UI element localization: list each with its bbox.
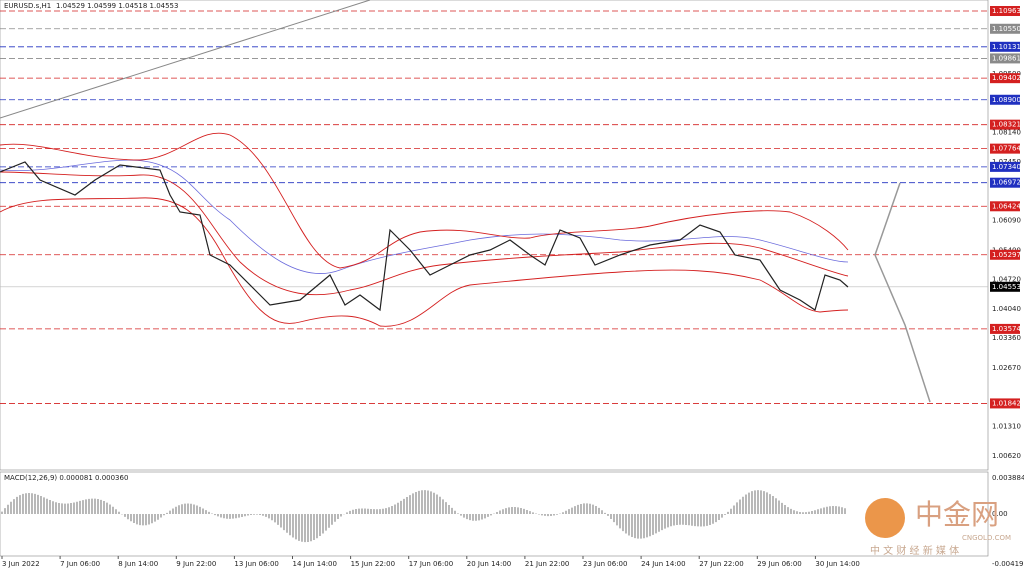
time-label: 23 Jun 06:00 bbox=[583, 560, 627, 568]
price-label: 1.06424 bbox=[992, 202, 1021, 210]
price-label: 1.06090 bbox=[992, 217, 1021, 225]
time-label: 14 Jun 14:00 bbox=[293, 560, 337, 568]
time-label: 30 Jun 14:00 bbox=[815, 560, 859, 568]
time-label: 17 Jun 06:00 bbox=[409, 560, 453, 568]
price-label: 1.04720 bbox=[992, 276, 1021, 284]
levels: 1.109631.105501.101311.098611.095001.094… bbox=[0, 6, 1021, 460]
time-label: 24 Jun 14:00 bbox=[641, 560, 685, 568]
time-label: 9 Jun 22:00 bbox=[176, 560, 216, 568]
price-label: 1.08321 bbox=[992, 121, 1021, 129]
macd-axis-label: 0.00 bbox=[992, 510, 1008, 518]
time-label: 27 Jun 22:00 bbox=[699, 560, 743, 568]
price-label: 1.05297 bbox=[992, 251, 1021, 259]
logo bbox=[865, 498, 905, 538]
time-label: 20 Jun 14:00 bbox=[467, 560, 511, 568]
price-label: 1.01842 bbox=[992, 399, 1021, 407]
price-label-box bbox=[990, 177, 1020, 188]
price-candles bbox=[0, 161, 849, 312]
price-label: 1.10131 bbox=[992, 43, 1021, 51]
price-label-box bbox=[990, 94, 1020, 105]
time-label: 29 Jun 06:00 bbox=[757, 560, 801, 568]
time-label: 21 Jun 22:00 bbox=[525, 560, 569, 568]
bollinger-lower bbox=[0, 197, 849, 327]
projection bbox=[874, 182, 931, 403]
price-label: 1.04040 bbox=[992, 305, 1021, 313]
price-label: 1.09402 bbox=[992, 74, 1021, 82]
watermark-tagline: 中 文 财 经 新 媒 体 bbox=[870, 544, 959, 557]
macd-label: MACD(12,26,9) 0.000081 0.000360 bbox=[4, 474, 128, 482]
moving-average bbox=[0, 159, 849, 274]
time-label: 3 Jun 2022 bbox=[2, 560, 40, 568]
price-label: 1.07764 bbox=[992, 145, 1021, 153]
price-label: 1.08900 bbox=[992, 96, 1021, 104]
price-label: 1.08140 bbox=[992, 128, 1021, 136]
price-label-box bbox=[990, 201, 1020, 212]
price-label: 1.03360 bbox=[992, 334, 1021, 342]
price-label: 1.00620 bbox=[992, 452, 1021, 460]
time-axis: 3 Jun 2022 7 Jun 06:00 8 Jun 14:00 9 Jun 22… bbox=[1, 556, 860, 568]
macd-axis-label: -0.004191 bbox=[992, 560, 1024, 568]
price-label-box bbox=[990, 143, 1020, 154]
price-label: 1.10550 bbox=[992, 25, 1021, 33]
price-label-box bbox=[990, 23, 1020, 34]
symbol: EURUSD.s,H1 bbox=[4, 2, 51, 10]
ohlc: 1.04529 1.04599 1.04518 1.04553 bbox=[56, 2, 178, 10]
macd-axis-label: 0.003884 bbox=[992, 474, 1024, 482]
price-label-box bbox=[990, 119, 1020, 130]
price-label-box bbox=[990, 53, 1020, 64]
price-label: 1.04553 bbox=[992, 283, 1021, 291]
price-label: 1.07340 bbox=[992, 163, 1021, 171]
time-label: 15 Jun 22:00 bbox=[351, 560, 395, 568]
time-label: 7 Jun 06:00 bbox=[60, 560, 100, 568]
time-label: 13 Jun 06:00 bbox=[234, 560, 278, 568]
price-label-box bbox=[990, 323, 1020, 334]
time-label: 8 Jun 14:00 bbox=[118, 560, 158, 568]
price-label-box bbox=[990, 161, 1020, 172]
price-label: 1.09861 bbox=[992, 54, 1021, 62]
bollinger-upper bbox=[0, 132, 849, 269]
price-label: 1.10963 bbox=[992, 7, 1021, 15]
price-label-box bbox=[990, 6, 1020, 16]
watermark-brand: 中金网 bbox=[915, 498, 999, 531]
trendline bbox=[0, 0, 371, 119]
macd-histogram bbox=[1, 490, 846, 543]
price-label-box bbox=[990, 398, 1020, 409]
price-label-box bbox=[990, 281, 1020, 292]
watermark-domain: CNGOLD.COM bbox=[962, 534, 1011, 542]
price-label-box bbox=[990, 73, 1020, 84]
price-label: 1.03574 bbox=[992, 325, 1021, 333]
price-label: 1.06972 bbox=[992, 179, 1021, 187]
price-label: 1.02670 bbox=[992, 364, 1021, 372]
price-label: 1.01310 bbox=[992, 422, 1021, 430]
price-label-box bbox=[990, 249, 1020, 260]
price-label-box bbox=[990, 41, 1020, 52]
macd-bars bbox=[1, 490, 846, 543]
